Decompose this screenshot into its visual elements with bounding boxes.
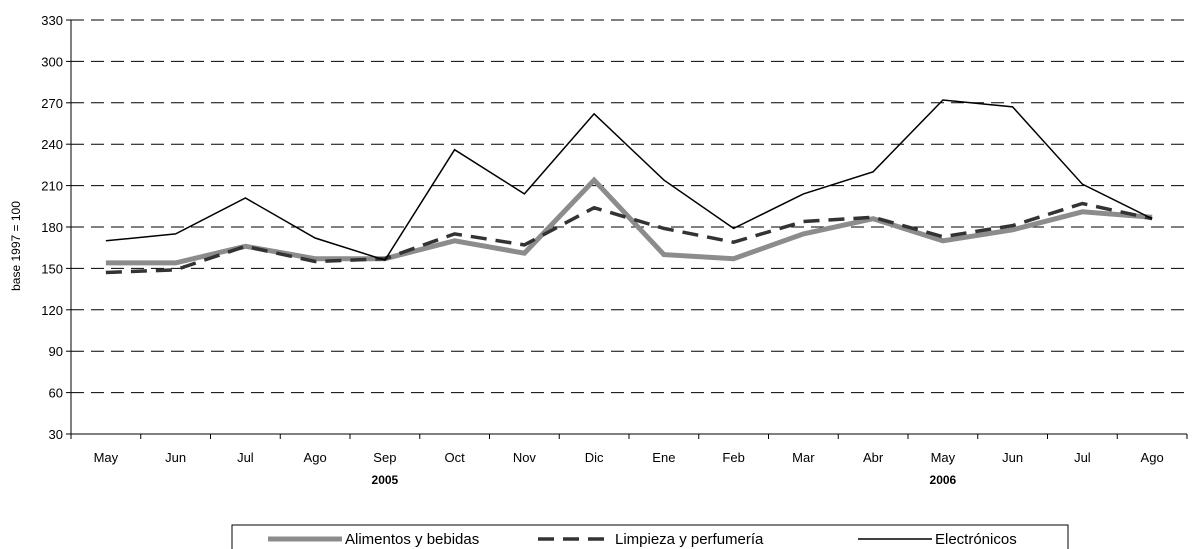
x-tick-label: Jul xyxy=(1074,450,1091,465)
x-tick-label: May xyxy=(931,450,956,465)
y-tick-label: 60 xyxy=(49,386,63,401)
y-tick-label: 240 xyxy=(41,137,63,152)
y-tick-label: 300 xyxy=(41,54,63,69)
y-axis: 30 60 90 120 150 180 210 240 270 300 330 xyxy=(41,13,72,442)
y-tick-label: 270 xyxy=(41,96,63,111)
x-tick-label: Ago xyxy=(304,450,327,465)
legend-label: Limpieza y perfumería xyxy=(615,531,764,548)
x-tick-label: Jul xyxy=(237,450,254,465)
legend-box xyxy=(231,524,1069,549)
y-tick-label: 330 xyxy=(41,13,63,28)
x-tick-label: Jun xyxy=(1002,450,1023,465)
x-tick-label: Abr xyxy=(863,450,884,465)
y-tick-label: 30 xyxy=(49,427,63,442)
x-tick-label: Sep xyxy=(373,450,396,465)
grid-lines xyxy=(71,19,1187,394)
y-tick-label: 150 xyxy=(41,261,63,276)
x-tick-label: Feb xyxy=(722,450,744,465)
legend-label: Alimentos y bebidas xyxy=(345,531,479,548)
y-tick-label: 210 xyxy=(41,179,63,194)
x-tick-label: Ene xyxy=(652,450,675,465)
y-axis-label: base 1997 = 100 xyxy=(9,201,23,291)
legend: Alimentos y bebidas Limpieza y perfumería… xyxy=(231,524,1069,549)
year-label: 2005 xyxy=(372,473,399,487)
x-tick-label: Nov xyxy=(513,450,537,465)
series-line xyxy=(105,99,1153,261)
x-tick-label: Jun xyxy=(165,450,186,465)
series-line xyxy=(105,201,1153,275)
x-axis: May Jun Jul Ago Sep Oct Nov Dic Ene Feb Mar Abr May J… xyxy=(70,433,1188,465)
year-label: 2006 xyxy=(930,473,957,487)
x-tick-label: Dic xyxy=(585,450,604,465)
x-tick-label: Oct xyxy=(445,450,466,465)
year-labels: 2005 2006 xyxy=(372,473,957,487)
series-lines xyxy=(105,99,1153,275)
x-tick-label: May xyxy=(94,450,119,465)
legend-label: Electrónicos xyxy=(935,531,1017,548)
x-tick-label: Mar xyxy=(792,450,815,465)
x-tick-label: Ago xyxy=(1141,450,1164,465)
y-tick-label: 120 xyxy=(41,303,63,318)
y-tick-label: 90 xyxy=(49,344,63,359)
y-tick-label: 180 xyxy=(41,220,63,235)
